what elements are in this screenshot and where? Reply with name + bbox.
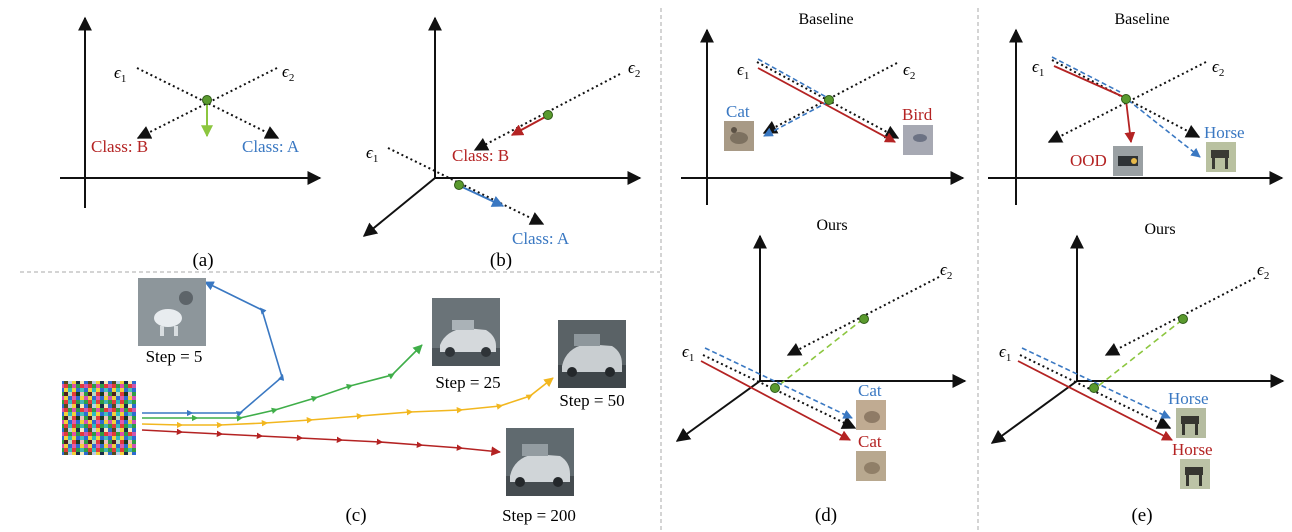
panel-e-ours-red-label: Horse bbox=[1172, 440, 1213, 459]
panel-b-red-arrow bbox=[510, 115, 548, 136]
panel-e-baseline-eps1-label: ϵ1 bbox=[1032, 57, 1044, 79]
panel-d-ours-title: Ours bbox=[816, 217, 847, 234]
panel-e-ours-z-axis bbox=[990, 380, 1078, 444]
panel-e-baseline-ood-label: OOD bbox=[1070, 151, 1107, 170]
panel-d-ours-point-lower bbox=[770, 383, 780, 393]
dividers bbox=[20, 8, 979, 530]
panel-d-baseline-cat-label: Cat bbox=[726, 102, 750, 121]
panel-e-ours-green-dashed bbox=[1096, 319, 1183, 388]
panel-d-ours-cat-image-2 bbox=[856, 451, 886, 481]
panel-e-ours-blue-label: Horse bbox=[1168, 389, 1209, 408]
panel-d-ours-blue-arrow bbox=[704, 347, 853, 419]
panel-a-caption: (a) bbox=[192, 250, 213, 271]
panel-d-baseline-red-arrow bbox=[757, 67, 896, 143]
panel-d-ours-red-arrow bbox=[700, 360, 851, 441]
panel-e-ours-point-lower bbox=[1089, 383, 1099, 393]
panel-b-point-lower bbox=[454, 180, 464, 190]
panel-b-caption: (b) bbox=[490, 250, 512, 271]
panel-a-class-a-label: Class: A bbox=[242, 137, 300, 156]
panel-e-baseline-blue-segment bbox=[1051, 56, 1121, 93]
panel-e-baseline-blue-arrow bbox=[1127, 99, 1201, 158]
panel-e-baseline-horse-image bbox=[1206, 142, 1236, 172]
panel-b-z-axis bbox=[362, 177, 436, 237]
panel-e-baseline-red-segment bbox=[1053, 65, 1127, 99]
step-50-label: Step = 50 bbox=[559, 391, 624, 410]
panel-c-caption: (c) bbox=[345, 505, 366, 526]
step-5-label: Step = 5 bbox=[146, 347, 203, 366]
panel-d-ours-eps2-label: ϵ2 bbox=[940, 260, 952, 282]
panel-e-ours-eps1-label: ϵ1 bbox=[999, 342, 1011, 364]
panel-e-baseline-eps2-line bbox=[1047, 61, 1207, 143]
panel-e-baseline-title: Baseline bbox=[1114, 11, 1169, 28]
panel-a-class-b-label: Class: B bbox=[91, 137, 148, 156]
panel-d-ours-z-axis bbox=[675, 380, 761, 442]
panel-d-ours-point-upper bbox=[859, 314, 869, 324]
panel-e: Baseline ϵ1 ϵ2 Horse OOD Ours bbox=[988, 11, 1285, 526]
trajectory-step-200 bbox=[141, 428, 501, 456]
panel-e-baseline-eps2-label: ϵ2 bbox=[1212, 57, 1224, 79]
panel-d-baseline-eps2-label: ϵ2 bbox=[903, 60, 915, 82]
panel-a-point bbox=[202, 95, 212, 105]
panel-d-baseline-blue-arrow bbox=[763, 101, 829, 137]
step-25-label: Step = 25 bbox=[435, 373, 500, 392]
panel-d-ours-eps1-label: ϵ1 bbox=[682, 342, 694, 364]
panel-d-ours-eps1-line bbox=[702, 354, 857, 429]
panel-c: Step = 5 Step = 25 Step = 50 Step = 200 … bbox=[62, 278, 626, 526]
panel-e-baseline-ood-image bbox=[1113, 146, 1143, 176]
panel-a-eps1-label: ϵ1 bbox=[114, 63, 126, 85]
panel-d-ours-green-dashed bbox=[777, 318, 864, 387]
step-200-label: Step = 200 bbox=[502, 506, 576, 525]
panel-d-ours-red-label: Cat bbox=[858, 432, 882, 451]
panel-d-baseline-bird-image bbox=[903, 125, 933, 155]
panel-d-caption: (d) bbox=[815, 505, 837, 526]
panel-b-eps1-label: ϵ1 bbox=[366, 143, 378, 165]
panel-b-point-upper bbox=[543, 110, 553, 120]
panel-b-eps2-label: ϵ2 bbox=[628, 58, 640, 80]
panel-e-baseline-point bbox=[1121, 94, 1131, 104]
noise-image bbox=[62, 381, 136, 455]
panel-a-eps1-line bbox=[136, 67, 280, 139]
step-5-image bbox=[138, 278, 206, 346]
panel-d-baseline-bird-label: Bird bbox=[902, 105, 933, 124]
panel-e-ours-red-arrow bbox=[1017, 360, 1173, 441]
panel-d-baseline-point bbox=[824, 95, 834, 105]
panel-d-baseline-title: Baseline bbox=[798, 11, 853, 28]
step-200-image bbox=[506, 428, 574, 496]
panel-a: ϵ1 ϵ2 Class: B Class: A (a) bbox=[60, 16, 322, 271]
panel-d-ours-blue-label: Cat bbox=[858, 381, 882, 400]
panel-e-ours-title: Ours bbox=[1144, 221, 1175, 238]
panel-e-baseline-horse-label: Horse bbox=[1204, 123, 1245, 142]
panel-e-caption: (e) bbox=[1131, 505, 1152, 526]
step-50-image bbox=[558, 320, 626, 388]
panel-b-eps1-line bbox=[387, 147, 545, 225]
panel-d-baseline-eps1-label: ϵ1 bbox=[737, 60, 749, 82]
panel-e-ours-eps2-label: ϵ2 bbox=[1257, 260, 1269, 282]
panel-e-ours-horse-image-2 bbox=[1180, 459, 1210, 489]
panel-e-ours-blue-arrow bbox=[1021, 347, 1171, 419]
panel-b-class-b-label: Class: B bbox=[452, 146, 509, 165]
panel-d-baseline-blue-segment bbox=[757, 58, 829, 99]
panel-a-eps2-line bbox=[136, 67, 278, 139]
panel-d-ours-cat-image-1 bbox=[856, 400, 886, 430]
panel-e-ours-horse-image-1 bbox=[1176, 408, 1206, 438]
panel-b: ϵ2 ϵ1 Class: B Class: A (b) bbox=[362, 16, 642, 271]
panel-d-baseline-cat-image bbox=[724, 121, 754, 151]
panel-d-ours-eps2-line bbox=[786, 276, 940, 356]
panel-b-class-a-label: Class: A bbox=[512, 229, 570, 248]
panel-e-ours-point-upper bbox=[1178, 314, 1188, 324]
panel-e-baseline-red-arrow bbox=[1124, 99, 1136, 144]
panel-b-blue-arrow bbox=[459, 185, 505, 207]
panel-a-eps2-label: ϵ2 bbox=[282, 62, 294, 84]
trajectory-step-50 bbox=[141, 377, 554, 429]
step-25-image bbox=[432, 298, 500, 366]
panel-d: Baseline ϵ1 ϵ2 Cat Bird Ours bbox=[675, 11, 967, 526]
